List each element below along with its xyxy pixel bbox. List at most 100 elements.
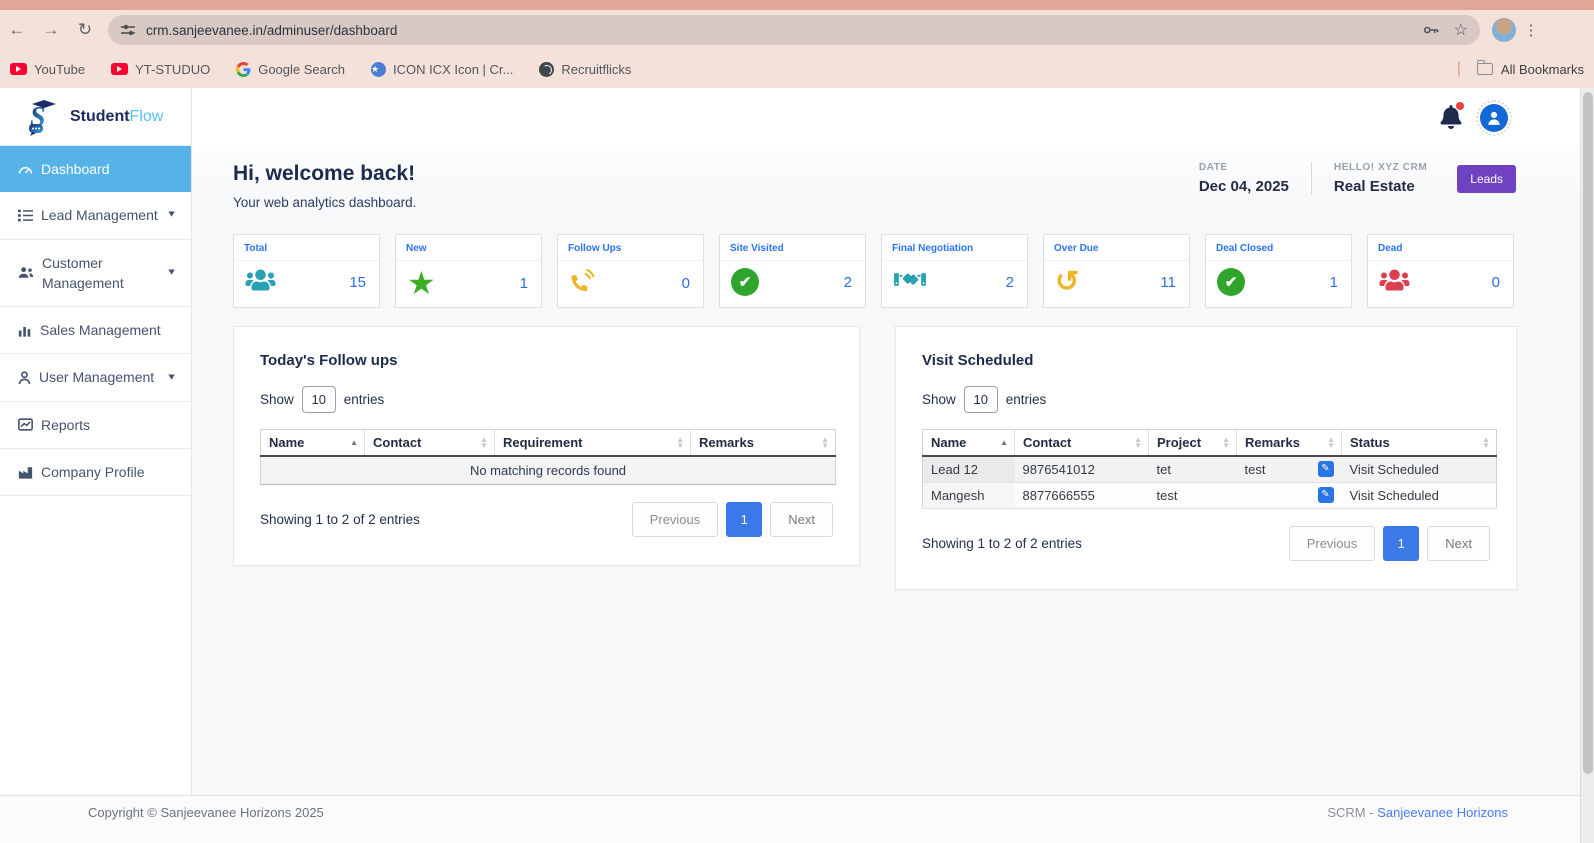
- stat-card-final-negotiation[interactable]: Final Negotiation 2: [881, 234, 1028, 308]
- stat-label: Deal Closed: [1206, 235, 1351, 261]
- stat-card-follow-ups[interactable]: Follow Ups 0: [557, 234, 704, 308]
- cell-remarks: test ✎: [1236, 456, 1342, 483]
- bookmark-youtube[interactable]: YouTube: [10, 62, 85, 77]
- column-header-project[interactable]: Project ▲ ▼: [1148, 429, 1237, 457]
- pagination: Previous 1 Next: [631, 502, 833, 537]
- column-header-name[interactable]: Name ▲: [922, 429, 1015, 457]
- sidebar-item-label: Reports: [41, 416, 91, 433]
- notification-dot: [1456, 102, 1464, 110]
- forward-icon[interactable]: →: [42, 20, 60, 39]
- show-label: Show: [922, 392, 956, 407]
- url-text[interactable]: crm.sanjeevanee.in/adminuser/dashboard: [146, 22, 398, 38]
- stat-card-over-due[interactable]: Over Due ↺ 11: [1043, 234, 1190, 308]
- sidebar-item-user-management[interactable]: User Management ▼: [0, 354, 191, 402]
- empty-message: No matching records found: [260, 456, 836, 485]
- user-avatar[interactable]: [1476, 100, 1512, 136]
- stat-label: Over Due: [1044, 235, 1189, 261]
- entries-label: entries: [1005, 392, 1047, 407]
- previous-button[interactable]: Previous: [631, 502, 719, 537]
- page-1-button[interactable]: 1: [726, 502, 763, 537]
- stat-label: Site Visited: [720, 235, 865, 261]
- edit-icon[interactable]: ✎: [1317, 487, 1334, 503]
- column-header-status[interactable]: Status ▲ ▼: [1341, 429, 1497, 457]
- footer-link[interactable]: Sanjeevanee Horizons: [1377, 805, 1508, 820]
- sidebar-item-label: Sales Management: [40, 322, 161, 339]
- chevron-down-icon: ▼: [166, 209, 177, 220]
- leads-button[interactable]: Leads: [1457, 164, 1516, 193]
- edit-icon[interactable]: ✎: [1317, 461, 1334, 477]
- next-button[interactable]: Next: [1427, 526, 1490, 561]
- sidebar-item-reports[interactable]: Reports: [0, 402, 191, 450]
- stat-card-total[interactable]: Total 15: [233, 234, 380, 308]
- column-header-name[interactable]: Name ▲: [260, 429, 365, 457]
- check-circle-icon: ✔: [1217, 268, 1245, 296]
- sidebar-item-company-profile[interactable]: Company Profile: [0, 449, 191, 497]
- date-label: DATE: [1198, 162, 1228, 173]
- back-icon[interactable]: ←: [8, 20, 26, 39]
- column-header-requirement[interactable]: Requirement ▲ ▼: [494, 429, 691, 457]
- bookmark-star-icon[interactable]: ☆: [1453, 22, 1468, 39]
- previous-button[interactable]: Previous: [1288, 526, 1376, 561]
- main-area: Hi, welcome back! Your web analytics das…: [192, 88, 1594, 795]
- bookmark-google-search[interactable]: Google Search: [236, 61, 345, 77]
- stat-value: 0: [681, 275, 690, 292]
- stat-cards-row: Total 15 New ★ 1 Follow: [233, 234, 1516, 308]
- column-header-contact[interactable]: Contact ▲ ▼: [364, 429, 495, 457]
- cell-status: Visit Scheduled: [1341, 482, 1497, 509]
- scrollbar-thumb[interactable]: [1583, 92, 1593, 774]
- bookmarks-bar: YouTube YT-STUDUO Google Search ★ ICON IC…: [0, 50, 1594, 88]
- stat-value: 2: [1005, 274, 1014, 291]
- bookmark-recruitflicks[interactable]: Recruitflicks: [539, 61, 631, 77]
- stat-card-new[interactable]: New ★ 1: [395, 234, 542, 308]
- scrollbar[interactable]: [1580, 88, 1594, 843]
- user-icon: [18, 370, 31, 384]
- browser-profile-avatar[interactable]: [1492, 18, 1516, 42]
- avatar-person-icon: [1480, 104, 1508, 132]
- sidebar-item-sales-management[interactable]: Sales Management: [0, 307, 191, 355]
- sidebar-item-dashboard[interactable]: Dashboard: [0, 146, 191, 193]
- stat-card-site-visited[interactable]: Site Visited ✔ 2: [719, 234, 866, 308]
- pagination: Previous 1 Next: [1288, 526, 1490, 561]
- site-settings-icon[interactable]: [120, 22, 136, 38]
- visits-table: Name ▲ Contact ▲ ▼ Project ▲ ▼ Remarks ▲ ▼ Stat…: [922, 429, 1497, 509]
- table-row: Mangesh 8877666555 test ✎ Visit Schedule…: [922, 482, 1497, 509]
- panel-title: Visit Scheduled: [922, 352, 1034, 369]
- followups-table: Name ▲ Contact ▲ ▼ Requirement ▲ ▼ Remarks ▲ ▼ …: [260, 429, 836, 485]
- stat-card-dead[interactable]: Dead 0: [1367, 234, 1514, 308]
- column-header-remarks[interactable]: Remarks ▲ ▼: [1236, 429, 1342, 457]
- hello-value: Real Estate: [1333, 178, 1415, 195]
- address-bar[interactable]: crm.sanjeevanee.in/adminuser/dashboard ☆: [108, 15, 1480, 45]
- line-chart-icon: [18, 418, 33, 432]
- notification-bell-icon[interactable]: [1440, 102, 1464, 134]
- bar-chart-icon: [18, 326, 31, 337]
- sort-icon: ▲ ▼: [1222, 434, 1230, 450]
- all-bookmarks-button[interactable]: All Bookmarks: [1500, 61, 1584, 77]
- sidebar-item-customer-management[interactable]: Customer Management ▼: [0, 240, 191, 308]
- column-header-contact[interactable]: Contact ▲ ▼: [1014, 429, 1149, 457]
- chevron-down-icon: ▼: [166, 372, 177, 382]
- bookmark-yt-studio[interactable]: YT-STUDUO: [111, 62, 210, 77]
- reload-icon[interactable]: ↻: [77, 20, 93, 39]
- stat-card-deal-closed[interactable]: Deal Closed ✔ 1: [1205, 234, 1352, 308]
- browser-menu-icon[interactable]: ⋮: [1523, 22, 1539, 39]
- welcome-block: Hi, welcome back! Your web analytics das…: [233, 162, 416, 210]
- entries-select[interactable]: 10: [963, 386, 998, 413]
- next-button[interactable]: Next: [770, 502, 833, 537]
- page-1-button[interactable]: 1: [1383, 526, 1420, 561]
- bookmarks-divider: |: [1456, 60, 1461, 77]
- stat-label: Final Negotiation: [882, 235, 1027, 261]
- youtube-icon: [10, 63, 27, 75]
- sidebar-item-lead-management[interactable]: Lead Management ▼: [0, 192, 191, 240]
- brand-logo[interactable]: S StudentFlow: [0, 88, 191, 146]
- stat-value: 11: [1160, 273, 1176, 291]
- chevron-down-icon: ▼: [166, 267, 177, 277]
- bookmark-label: YouTube: [34, 61, 86, 77]
- entries-label: entries: [343, 392, 385, 407]
- cell-contact: 9876541012: [1014, 456, 1149, 483]
- bookmark-icon-icx[interactable]: ★ ICON ICX Icon | Cr...: [370, 61, 513, 77]
- password-key-icon[interactable]: [1422, 21, 1440, 39]
- column-header-remarks[interactable]: Remarks ▲ ▼: [690, 429, 836, 457]
- entries-select[interactable]: 10: [301, 386, 336, 413]
- empty-row: No matching records found: [260, 456, 836, 485]
